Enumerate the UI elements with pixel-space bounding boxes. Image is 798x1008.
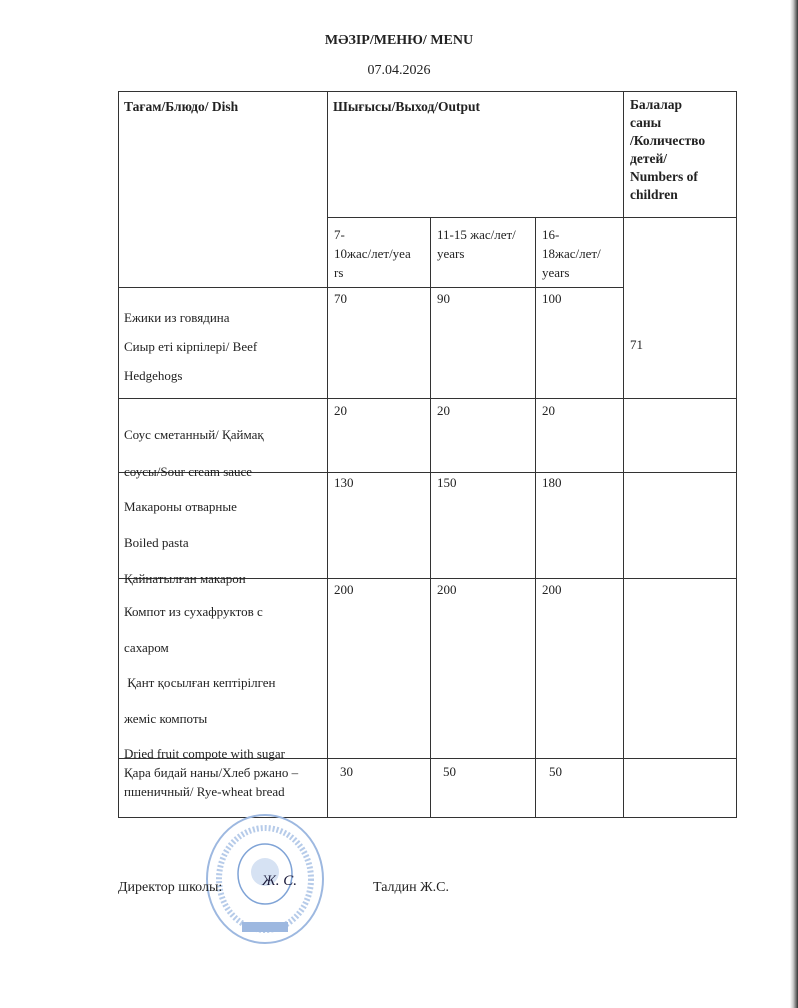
dish-name: Макароны отварные Boiled pasta Қайнатылғ… [124,489,246,597]
age-group-line: years [437,246,465,261]
dish-name: Қара бидай наны/Хлеб ржано – пшеничный/ … [124,763,298,801]
value-11-15: 50 [443,764,456,779]
value-7-10: 130 [334,475,354,490]
value-11-15: 90 [437,291,450,306]
table-border [736,91,737,818]
header-dish: Тағам/Блюдо/ Dish [124,99,239,114]
header-children-line: /Количество [630,133,706,148]
children-count: 71 [630,337,643,352]
dish-line: Соус сметанный/ Қаймақ [124,427,264,442]
age-group-line: years [542,265,570,280]
age-group-line: 7- [334,227,345,242]
document-date: 07.04.2026 [367,63,431,78]
director-name: Талдин Ж.С. [373,880,450,895]
table-divider [535,217,536,818]
header-children-line: саны [630,115,662,130]
table-divider [327,91,328,818]
age-group-7-10: 7- 10жас/лет/yea rs [334,225,411,282]
table-divider [623,91,624,818]
header-output: Шығысы/Выход/Output [333,99,481,114]
dish-line: Компот из сухафруктов с [124,604,263,619]
dish-line: соусы/Sour cream sauce [124,464,253,479]
value-11-15: 20 [437,403,450,418]
dish-name: Соус сметанный/ Қаймақ соусы/Sour cream … [124,416,264,490]
value-7-10: 20 [334,403,347,418]
header-children-line: Numbers of [630,169,698,184]
age-group-line: 11-15 жас/лет/ [437,227,516,242]
table-divider [118,287,623,288]
table-divider [327,217,736,218]
table-divider [118,578,736,579]
value-7-10: 200 [334,582,354,597]
header-children-line: детей/ [630,151,667,166]
age-group-16-18: 16- 18жас/лет/ years [542,225,601,282]
dish-line: пшеничный/ Rye-wheat bread [124,784,285,799]
value-16-18: 200 [542,582,562,597]
table-border [118,91,736,92]
dish-line: Ежики из говядина [124,310,230,325]
dish-name: Ежики из говядина Сиыр еті кірпілері/ Be… [124,303,257,390]
dish-line: жеміс компоты [124,710,208,726]
header-children: Балалар саны /Количество детей/ Numbers … [630,96,705,204]
table-divider [118,398,736,399]
dish-line: Макароны отварные [124,499,237,514]
dish-line: Dried fruit compote with sugar [124,746,286,761]
age-group-line: rs [334,265,344,280]
dish-name: Компот из сухафруктов с сахаром Қант қос… [124,594,285,772]
table-divider [118,758,736,759]
dish-line: Сиыр еті кірпілері/ Beef [124,339,258,354]
dish-line: Қара бидай наны/Хлеб ржано – [124,765,299,780]
value-16-18: 20 [542,403,555,418]
dish-line: Қайнатылған макарон [124,571,246,586]
age-group-line: 18жас/лет/ [542,246,601,261]
table-divider [430,217,431,818]
scan-edge-shadow [790,0,798,1008]
value-16-18: 100 [542,291,562,306]
value-11-15: 150 [437,475,457,490]
dish-line: Hedgehogs [124,368,183,383]
director-label: Директор школы: [118,880,223,895]
dish-line: Boiled pasta [124,535,189,550]
value-11-15: 200 [437,582,457,597]
table-border [118,817,736,818]
age-group-line: 10жас/лет/yea [334,246,411,261]
director-signature: Ж. С. [262,873,297,889]
dish-line: Қант қосылған кептірілген [124,675,276,690]
header-children-line: children [630,187,678,202]
age-group-11-15: 11-15 жас/лет/ years [437,225,516,263]
school-stamp-seal [206,814,324,944]
value-16-18: 180 [542,475,562,490]
value-16-18: 50 [549,764,562,779]
table-border [118,91,119,818]
age-group-line: 16- [542,227,560,242]
table-divider [118,472,736,473]
header-children-line: Балалар [630,97,683,112]
value-7-10: 30 [340,764,353,779]
value-7-10: 70 [334,291,347,306]
dish-line: сахаром [124,639,169,655]
document-title: МӘЗІР/МЕНЮ/ MENU [324,33,474,48]
